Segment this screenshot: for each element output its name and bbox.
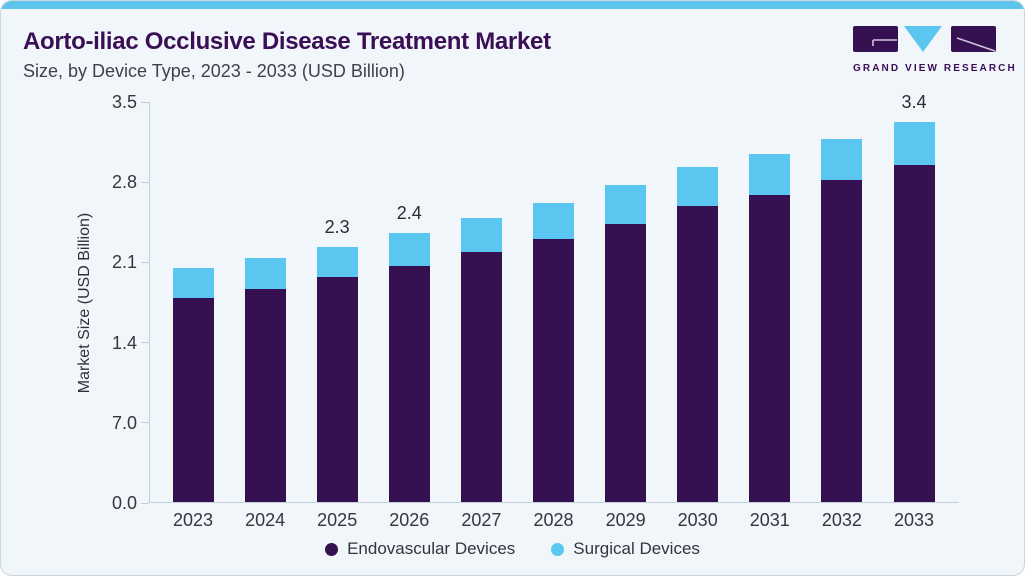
bar-segment-endovascular [244, 288, 286, 502]
legend: Endovascular Devices Surgical Devices [1, 537, 1024, 561]
bar-value-label: 2.4 [396, 202, 422, 223]
top-accent-bar [1, 1, 1024, 9]
y-axis-title: Market Size (USD Billion) [76, 212, 94, 393]
y-axis-line [149, 102, 150, 503]
x-category-label: 2028 [533, 510, 574, 530]
x-category-label: 2029 [605, 510, 646, 530]
legend-label: Surgical Devices [573, 539, 700, 558]
legend-dot-icon [551, 542, 565, 556]
bar-segment-endovascular [172, 298, 214, 502]
bar-segment-endovascular [605, 223, 647, 502]
bar-segment-surgical [605, 184, 647, 224]
bar-segment-endovascular [821, 180, 863, 502]
gvr-logo-caption: GRAND VIEW RESEARCH [853, 63, 1017, 74]
x-category-label: 2031 [749, 510, 790, 530]
logo-g-detail [872, 39, 897, 46]
y-tick-mark [141, 181, 149, 183]
logo-r-block [951, 26, 996, 52]
gvr-logo-icon [853, 26, 996, 52]
plot-area: 0.0 7.0 1.4 2.1 2.8 3.5 2023 2024 2025 2.3 2026 2.4… [112, 92, 959, 530]
y-tick-label: 2.1 [111, 252, 137, 273]
bar-segment-surgical [388, 232, 430, 266]
y-tick-mark [141, 502, 149, 504]
x-category-label: 2023 [172, 510, 214, 530]
x-category-label: 2026 [389, 510, 430, 530]
bar-segment-endovascular [316, 277, 358, 502]
bar-segment-endovascular [893, 165, 935, 502]
bar-segment-endovascular [677, 206, 719, 502]
x-axis-line [149, 502, 959, 503]
bar-segment-endovascular [460, 252, 502, 502]
x-category-label: 2027 [461, 510, 502, 530]
bar-segment-surgical [316, 246, 358, 278]
bar-segment-surgical [677, 167, 719, 207]
x-category-label: 2025 [317, 510, 358, 530]
bar-value-label: 3.4 [901, 91, 927, 112]
legend-label: Endovascular Devices [347, 539, 516, 558]
logo-g-block [853, 26, 898, 52]
page-title: Aorto-iliac Occlusive Disease Treatment … [23, 28, 551, 55]
y-tick-label: 3.5 [111, 92, 137, 112]
bar-segment-surgical [749, 153, 791, 195]
x-category-label: 2030 [677, 510, 718, 530]
gvr-logo: GRAND VIEW RESEARCH [853, 26, 1017, 74]
bar-segment-surgical [533, 202, 574, 239]
legend-dot-icon [325, 542, 339, 556]
legend-item: Endovascular Devices [325, 539, 515, 559]
y-tick-mark [141, 342, 149, 344]
logo-v-triangle [904, 26, 942, 52]
bar-segment-surgical [172, 268, 214, 299]
logo-r-detail [956, 37, 996, 52]
bar-segment-endovascular [388, 265, 430, 502]
page-subtitle: Size, by Device Type, 2023 - 2033 (USD B… [23, 61, 405, 81]
bar-segment-surgical [244, 257, 286, 289]
bar-segment-surgical [460, 217, 502, 253]
bar-segment-surgical [893, 121, 935, 166]
bar-segment-endovascular [533, 238, 574, 502]
y-tick-label: 1.4 [111, 332, 137, 353]
x-category-label: 2033 [893, 510, 935, 530]
x-category-label: 2024 [245, 510, 286, 530]
legend-item: Surgical Devices [551, 539, 700, 559]
y-tick-mark [141, 101, 149, 103]
y-tick-label: 2.8 [111, 172, 137, 193]
x-category-label: 2032 [821, 510, 862, 530]
y-tick-mark [141, 422, 149, 424]
y-tick-label: 0.0 [111, 493, 137, 513]
bar-segment-endovascular [749, 194, 791, 502]
y-tick-label: 7.0 [111, 412, 137, 433]
bar-segment-surgical [821, 138, 863, 181]
bar-value-label: 2.3 [324, 216, 350, 237]
y-tick-mark [141, 261, 149, 263]
